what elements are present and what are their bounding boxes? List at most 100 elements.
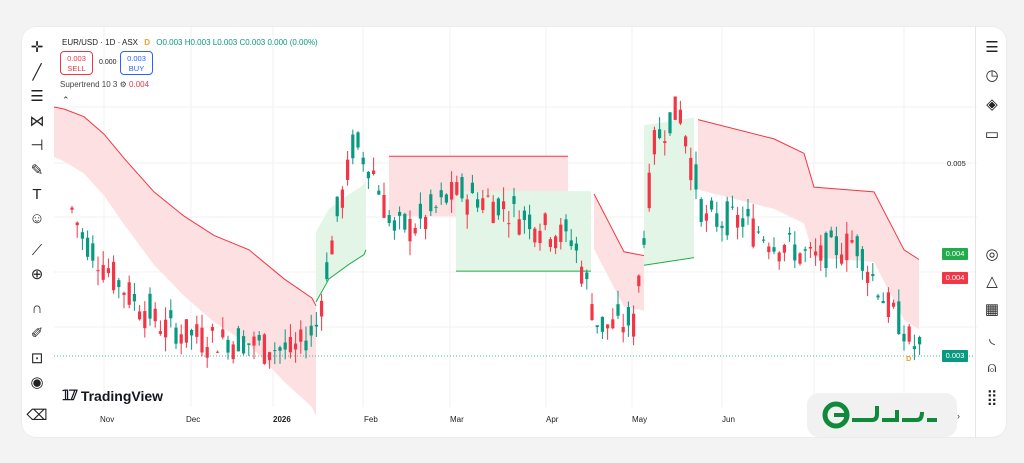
candle-body bbox=[715, 213, 719, 227]
candle-body bbox=[710, 200, 714, 210]
candle-body bbox=[814, 251, 818, 256]
candle-body bbox=[840, 254, 844, 264]
watermark-logo-icon bbox=[822, 401, 937, 429]
candle-body bbox=[314, 324, 318, 327]
candle-body bbox=[845, 233, 849, 261]
trendline-icon[interactable]: ╱ bbox=[32, 63, 42, 81]
indicator-value: 0.004 bbox=[129, 80, 150, 89]
lock-icon[interactable]: ⊡ bbox=[30, 349, 44, 367]
candle-body bbox=[398, 211, 402, 216]
candle-body bbox=[834, 236, 838, 256]
broadcast-icon[interactable]: ◟ bbox=[989, 330, 995, 347]
symbol-legend: EUR/USD · 1D · ASX D O0.003 H0.003 L0.00… bbox=[62, 38, 318, 47]
candle-body bbox=[387, 215, 391, 224]
text-icon[interactable]: T bbox=[32, 185, 42, 203]
candle-body bbox=[288, 336, 292, 353]
candle-body bbox=[210, 327, 214, 331]
brush-icon[interactable]: ✎ bbox=[30, 161, 44, 179]
candle-body bbox=[725, 201, 729, 236]
xlabel-nov: Nov bbox=[100, 415, 115, 424]
candle-body bbox=[366, 171, 370, 179]
candle-body bbox=[450, 182, 454, 200]
candle-body bbox=[75, 222, 79, 226]
candle-body bbox=[699, 199, 703, 222]
layers-icon[interactable]: ◈ bbox=[986, 96, 998, 113]
alert-icon[interactable]: ◷ bbox=[985, 67, 999, 84]
candle-body bbox=[860, 249, 864, 271]
candle-body bbox=[855, 236, 859, 257]
candle-body bbox=[377, 190, 381, 195]
ruler-icon[interactable]: ⟋ bbox=[31, 241, 43, 259]
supertrend-bull-fill-3 bbox=[644, 117, 694, 266]
candle-body bbox=[205, 347, 209, 358]
candle-body bbox=[96, 270, 100, 272]
supertrend-bear-line-4 bbox=[697, 119, 920, 260]
candle-body bbox=[112, 261, 116, 291]
supertrend-bear-fill-4 bbox=[698, 119, 919, 330]
candle-body bbox=[169, 310, 173, 319]
candle-body bbox=[424, 216, 428, 230]
candle-body bbox=[299, 329, 303, 342]
candle-body bbox=[538, 230, 542, 244]
sell-button[interactable]: 0.003 SELL bbox=[60, 51, 93, 75]
candle-body bbox=[460, 177, 464, 199]
candle-body bbox=[741, 218, 745, 227]
candle-body bbox=[569, 240, 573, 247]
candle-body bbox=[782, 244, 786, 253]
fib-icon[interactable]: ☰ bbox=[30, 87, 44, 105]
target-icon[interactable]: ◎ bbox=[985, 246, 999, 263]
candle-body bbox=[242, 336, 246, 354]
candle-body bbox=[356, 132, 360, 148]
scroll-right-icon[interactable]: › bbox=[957, 411, 960, 421]
indicator-legend[interactable]: Supertrend 10 3 ⚙ 0.004 bbox=[60, 80, 149, 89]
buy-button[interactable]: 0.003 BUY bbox=[120, 51, 153, 75]
zoom-icon[interactable]: ⊕ bbox=[30, 265, 44, 283]
candle-body bbox=[91, 243, 95, 261]
candle-body bbox=[689, 157, 693, 181]
candle-body bbox=[455, 182, 459, 195]
candle-body bbox=[829, 230, 833, 238]
tradingview-logo[interactable]: 𝟙𝟟 TradingView bbox=[62, 387, 163, 404]
candle-body bbox=[756, 231, 760, 233]
chat-icon[interactable]: ▭ bbox=[984, 126, 1000, 143]
candle-body bbox=[559, 224, 563, 242]
plot-area[interactable] bbox=[54, 27, 977, 437]
candle-body bbox=[652, 130, 656, 155]
symbol-title[interactable]: EUR/USD · 1D · ASX bbox=[62, 38, 139, 47]
candle-body bbox=[486, 195, 490, 197]
pattern-icon[interactable]: ⋈ bbox=[29, 112, 45, 130]
trash-icon[interactable]: ⌫ bbox=[26, 406, 48, 424]
candle-body bbox=[824, 232, 828, 269]
xlabel-dec: Dec bbox=[186, 415, 201, 424]
candle-body bbox=[902, 333, 906, 342]
supertrend-up-tag: 0.004 bbox=[942, 248, 968, 260]
grid-icon[interactable]: ⣿ bbox=[986, 389, 998, 406]
candle-body bbox=[481, 198, 485, 211]
chart-svg bbox=[54, 27, 977, 416]
emoji-icon[interactable]: ☺ bbox=[29, 209, 45, 227]
candle-body bbox=[730, 206, 734, 208]
candle-body bbox=[439, 190, 443, 198]
candle-body bbox=[574, 243, 578, 251]
candle-body bbox=[777, 252, 781, 262]
buy-price: 0.003 bbox=[127, 54, 146, 63]
supertrend-down-tag: 0.004 bbox=[942, 272, 968, 284]
candle-body bbox=[772, 247, 776, 252]
crosshair-icon[interactable]: ✛ bbox=[30, 38, 44, 56]
xlabel-feb: Feb bbox=[364, 415, 378, 424]
candle-body bbox=[491, 201, 495, 224]
ideas-icon[interactable]: △ bbox=[986, 273, 998, 290]
bell-icon[interactable]: ⍝ bbox=[987, 358, 997, 376]
calendar-icon[interactable]: ▦ bbox=[984, 301, 1000, 318]
candle-body bbox=[647, 172, 651, 209]
lock-draw-icon[interactable]: ✐ bbox=[30, 324, 44, 342]
eye-icon[interactable]: ◉ bbox=[30, 373, 44, 391]
supertrend-bear-fill-1 bbox=[54, 107, 316, 416]
magnet-icon[interactable]: ∩ bbox=[31, 299, 43, 317]
candle-body bbox=[528, 214, 532, 230]
watchlist-icon[interactable]: ☰ bbox=[985, 39, 999, 56]
candle-body bbox=[231, 344, 235, 360]
tv-mark-icon: 𝟙𝟟 bbox=[62, 387, 78, 403]
measure-icon[interactable]: ⊣ bbox=[30, 136, 44, 154]
collapse-icon[interactable]: ⌃ bbox=[62, 95, 70, 105]
